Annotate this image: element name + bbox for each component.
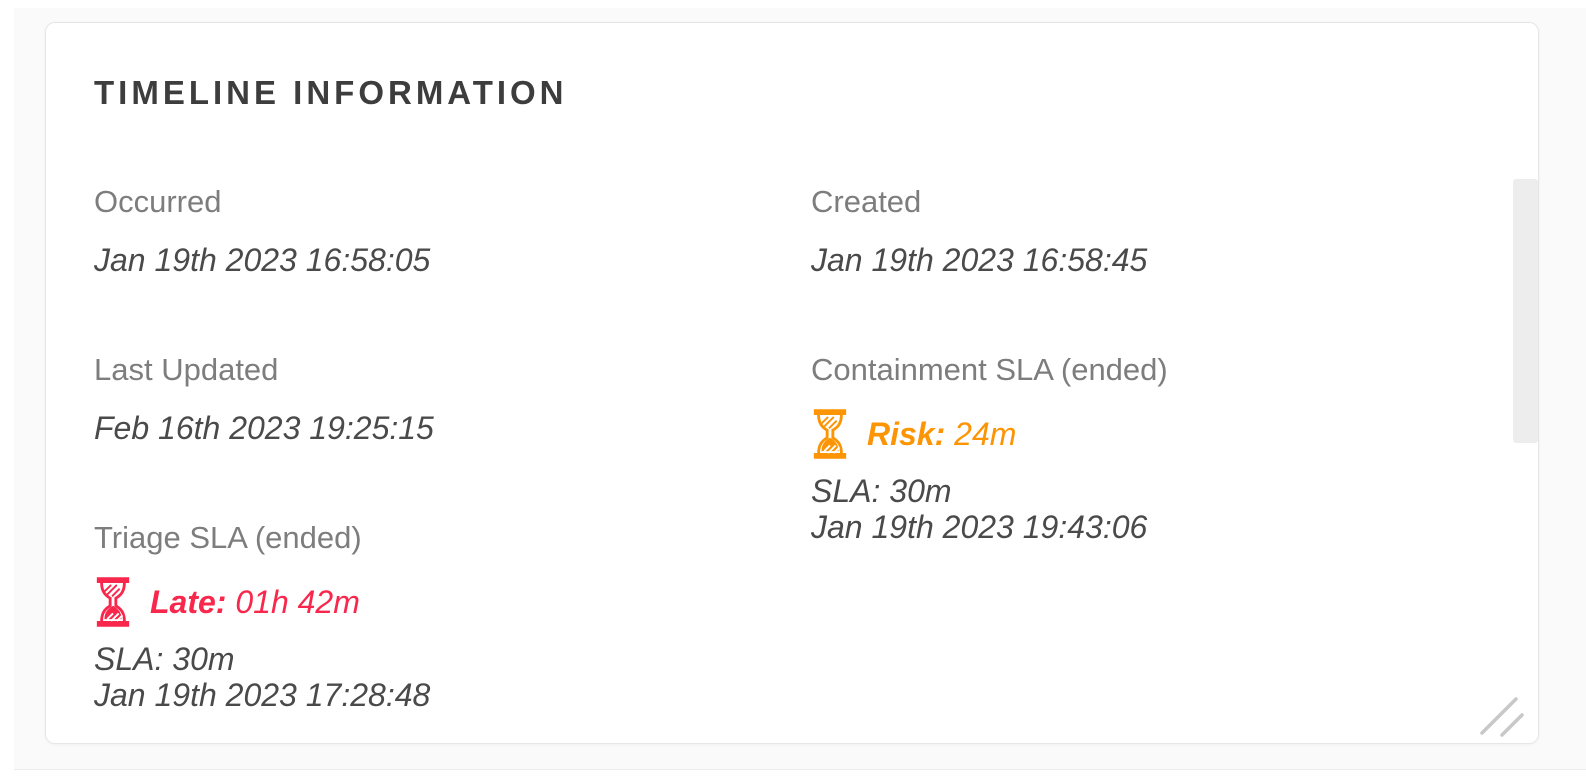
- hourglass-icon: [96, 577, 130, 627]
- card-title: TIMELINE INFORMATION: [94, 74, 568, 111]
- triage-sla-threshold: SLA: 30m: [94, 641, 235, 677]
- resize-handle[interactable]: [1474, 690, 1528, 740]
- triage-sla-label: Triage SLA (ended): [94, 520, 362, 555]
- containment-sla-status-text: Risk: 24m: [867, 416, 1016, 453]
- triage-status-duration: 01h 42m: [235, 583, 360, 620]
- field-created: Created Jan 19th 2023 16:58:45: [811, 183, 1490, 281]
- hourglass-icon: [813, 409, 847, 459]
- containment-sla-status: Risk: 24m: [811, 407, 1490, 461]
- triage-sla-date: Jan 19th 2023 17:28:48: [94, 677, 431, 713]
- triage-sla-status-text: Late: 01h 42m: [150, 584, 360, 621]
- left-column: Occurred Jan 19th 2023 16:58:05 Last Upd…: [94, 183, 811, 743]
- timeline-information-card: TIMELINE INFORMATION Occurred Jan 19th 2…: [45, 22, 1539, 744]
- field-triage-sla: Triage SLA (ended): [94, 519, 811, 713]
- field-containment-sla: Containment SLA (ended): [811, 351, 1490, 545]
- field-occurred: Occurred Jan 19th 2023 16:58:05: [94, 183, 811, 281]
- containment-status-duration: 24m: [954, 415, 1017, 452]
- right-column: Created Jan 19th 2023 16:58:45 Containme…: [811, 183, 1490, 615]
- containment-status-label: Risk:: [867, 415, 946, 452]
- page-background-panel: TIMELINE INFORMATION Occurred Jan 19th 2…: [14, 8, 1586, 770]
- field-last-updated: Last Updated Feb 16th 2023 19:25:15: [94, 351, 811, 449]
- triage-status-label: Late:: [150, 583, 227, 620]
- containment-sla-label: Containment SLA (ended): [811, 352, 1168, 387]
- occurred-value: Jan 19th 2023 16:58:05: [94, 242, 431, 278]
- vertical-scrollbar-thumb[interactable]: [1513, 179, 1538, 443]
- occurred-label: Occurred: [94, 184, 222, 219]
- triage-sla-status: Late: 01h 42m: [94, 575, 811, 629]
- containment-sla-threshold: SLA: 30m: [811, 473, 952, 509]
- created-value: Jan 19th 2023 16:58:45: [811, 242, 1148, 278]
- fields-columns: Occurred Jan 19th 2023 16:58:05 Last Upd…: [94, 183, 1490, 743]
- resize-grip-icon: [1480, 697, 1524, 737]
- last-updated-label: Last Updated: [94, 352, 279, 387]
- last-updated-value: Feb 16th 2023 19:25:15: [94, 410, 434, 446]
- created-label: Created: [811, 184, 922, 219]
- containment-sla-date: Jan 19th 2023 19:43:06: [811, 509, 1148, 545]
